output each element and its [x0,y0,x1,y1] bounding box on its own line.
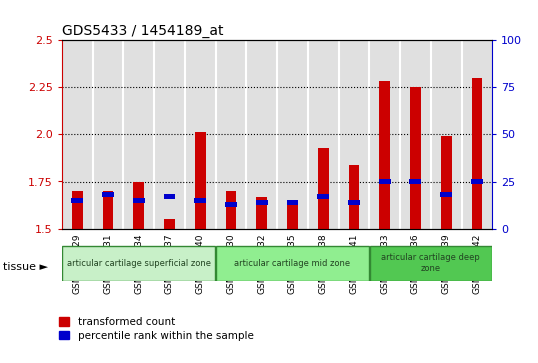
Bar [471,179,483,184]
Bar [123,40,154,229]
Bar [256,197,267,229]
Bar [410,87,421,229]
Bar [62,40,93,229]
Bar [195,132,206,229]
Bar [102,192,114,197]
Bar [287,200,298,229]
Bar [308,40,338,229]
Text: GDS5433 / 1454189_at: GDS5433 / 1454189_at [62,24,223,37]
Bar [349,164,359,229]
Bar [370,246,492,281]
Bar [72,191,83,229]
Bar [185,40,216,229]
Text: tissue ►: tissue ► [3,262,48,272]
Bar [133,182,144,229]
Bar [62,246,215,281]
Bar [317,194,329,199]
Bar [216,40,246,229]
Bar [318,147,329,229]
Bar [256,200,267,205]
Legend: transformed count, percentile rank within the sample: transformed count, percentile rank withi… [59,317,253,340]
Bar [348,200,360,205]
Text: articular cartilage mid zone: articular cartilage mid zone [235,259,350,268]
Bar [471,78,482,229]
Bar [154,40,185,229]
Bar [287,200,299,205]
Bar [225,191,236,229]
Bar [400,40,431,229]
Text: articular cartilage deep
zone: articular cartilage deep zone [381,253,480,273]
Bar [164,194,175,199]
Bar [164,219,175,229]
Bar [277,40,308,229]
Bar [72,198,83,203]
Bar [431,40,462,229]
Bar [103,191,114,229]
Bar [194,198,206,203]
Bar [216,246,369,281]
Bar [379,179,391,184]
Text: articular cartilage superficial zone: articular cartilage superficial zone [67,259,211,268]
Bar [93,40,123,229]
Bar [246,40,277,229]
Bar [379,81,390,229]
Bar [338,40,369,229]
Bar [133,198,145,203]
Bar [441,136,451,229]
Bar [462,40,492,229]
Bar [369,40,400,229]
Bar [409,179,421,184]
Bar [225,202,237,207]
Bar [440,192,452,197]
